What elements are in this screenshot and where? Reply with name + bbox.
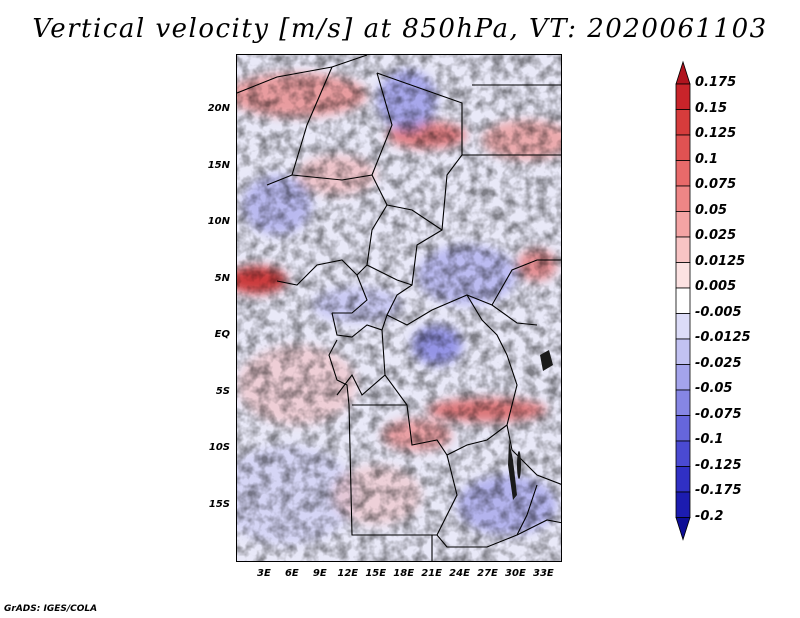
colorbar-segment xyxy=(675,466,691,493)
country-borders xyxy=(237,55,561,561)
lat-tick-label: 10S xyxy=(208,442,230,454)
colorbar-segment xyxy=(675,83,691,110)
lakes xyxy=(508,350,553,500)
colorbar-segment xyxy=(675,262,691,289)
colorbar-segment xyxy=(675,491,691,518)
lat-tick-label: 10N xyxy=(207,216,230,228)
lon-tick-label: 15E xyxy=(365,568,387,579)
colorbar-segment xyxy=(675,313,691,340)
colorbar-tick-label: -0.025 xyxy=(695,355,742,371)
colorbar-segment xyxy=(675,211,691,238)
lat-tick-label: 5S xyxy=(215,385,230,397)
colorbar-segment xyxy=(675,440,691,467)
colorbar-segment xyxy=(675,134,691,161)
lat-tick-label: EQ xyxy=(214,329,230,341)
colorbar-tick-label: 0.025 xyxy=(695,228,737,243)
colorbar-tick-label: 0.075 xyxy=(695,177,737,192)
colorbar-segment xyxy=(675,287,691,314)
colorbar-tick-label: 0.15 xyxy=(695,100,728,116)
map-field xyxy=(237,55,561,561)
colorbar-segment xyxy=(675,364,691,391)
colorbar-tick-label: -0.075 xyxy=(695,406,742,422)
colorbar-tick-label: -0.005 xyxy=(695,304,742,320)
map-panel xyxy=(236,54,562,562)
lon-tick-label: 27E xyxy=(477,568,498,579)
lon-tick-label: 30E xyxy=(505,568,526,579)
lon-tick-label: 33E xyxy=(532,568,554,579)
colorbar-top-arrow xyxy=(675,60,691,85)
colorbar-tick-label: -0.1 xyxy=(695,432,724,447)
lat-tick-label: 15N xyxy=(207,159,230,171)
colorbar-tick-label: 0.125 xyxy=(695,126,737,141)
lon-tick-label: 9E xyxy=(312,568,327,579)
colorbar-tick-label: 0.1 xyxy=(695,151,719,167)
colorbar-tick-label: 0.175 xyxy=(695,75,737,90)
colorbar-tick-label: 0.05 xyxy=(695,202,728,218)
colorbar-segment xyxy=(675,338,691,365)
colorbar-tick-label: -0.2 xyxy=(695,508,724,524)
colorbar-tick-label: 0.005 xyxy=(695,279,737,294)
lat-tick-label: 20N xyxy=(207,103,230,115)
colorbar-tick-label: -0.125 xyxy=(695,457,742,473)
lon-tick-label: 21E xyxy=(421,568,442,579)
colorbar-segment xyxy=(675,160,691,187)
field-texture xyxy=(237,55,561,561)
colorbar-tick-label: -0.05 xyxy=(695,381,733,396)
colorbar-segment xyxy=(675,236,691,263)
colorbar-tick-label: 0.0125 xyxy=(695,253,746,269)
colorbar-segment xyxy=(675,415,691,442)
colorbar-tick-label: -0.175 xyxy=(695,483,742,498)
colorbar-tick-label: -0.0125 xyxy=(695,330,751,345)
colorbar-segment xyxy=(675,109,691,136)
colorbar-bottom-arrow xyxy=(675,517,691,541)
lon-tick-label: 3E xyxy=(257,568,271,579)
lon-tick-label: 18E xyxy=(393,568,415,579)
chart-title: Vertical velocity [m/s] at 850hPa, VT: 2… xyxy=(32,14,768,44)
lat-tick-label: 5N xyxy=(214,272,230,284)
lon-tick-label: 12E xyxy=(337,568,359,579)
lon-tick-label: 24E xyxy=(449,568,470,579)
colorbar-segment xyxy=(675,185,691,212)
colorbar-segment xyxy=(675,389,691,416)
footer-credit: GrADS: IGES/COLA xyxy=(4,604,98,614)
lon-tick-label: 6E xyxy=(284,568,299,579)
lat-tick-label: 15S xyxy=(208,498,230,510)
